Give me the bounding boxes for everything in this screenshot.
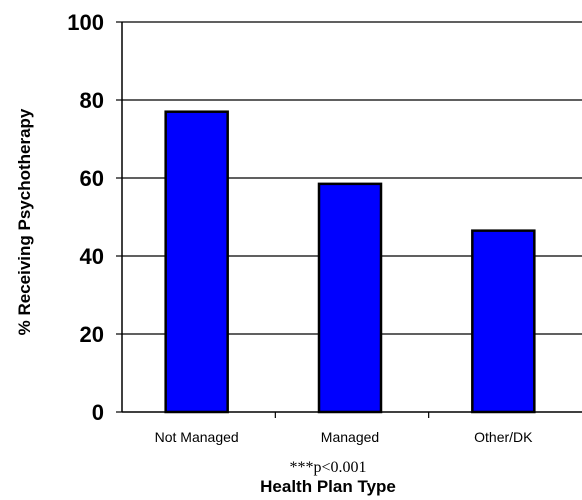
y-tick-label-100: 100	[67, 10, 104, 35]
y-axis-label: % Receiving Psychotherapy	[15, 108, 34, 335]
x-axis-ticks: Not Managed Managed Other/DK	[155, 412, 533, 445]
x-tick-label-managed: Managed	[321, 429, 379, 445]
y-tick-label-80: 80	[80, 88, 104, 113]
y-tick-label-20: 20	[80, 322, 104, 347]
bars	[164, 110, 536, 414]
y-axis-ticks: 0 20 40 60 80 100	[67, 10, 122, 425]
x-tick-label-other-dk: Other/DK	[474, 429, 533, 445]
bar-other-dk	[471, 229, 536, 414]
bar-managed	[317, 182, 383, 414]
x-axis-label: Health Plan Type	[260, 477, 396, 496]
x-tick-label-not-managed: Not Managed	[155, 429, 239, 445]
y-tick-label-40: 40	[80, 244, 104, 269]
significance-note: ***p<0.001	[289, 459, 366, 476]
bar-not-managed	[164, 110, 229, 414]
y-tick-label-0: 0	[92, 400, 104, 425]
y-tick-label-60: 60	[80, 166, 104, 191]
